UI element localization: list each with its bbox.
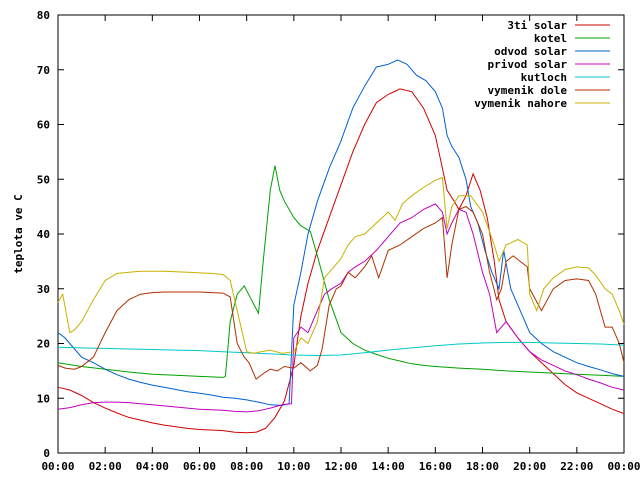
x-tick-label: 16:00 [419, 460, 452, 473]
y-tick-label: 50 [37, 173, 50, 186]
x-tick-label: 02:00 [89, 460, 122, 473]
x-tick-label: 08:00 [230, 460, 263, 473]
y-tick-label: 20 [37, 338, 50, 351]
y-tick-label: 70 [37, 64, 50, 77]
y-tick-label: 40 [37, 228, 50, 241]
x-tick-label: 10:00 [277, 460, 310, 473]
legend-label: kotel [534, 32, 567, 45]
x-tick-label: 22:00 [560, 460, 593, 473]
x-tick-label: 06:00 [183, 460, 216, 473]
y-axis-label: teplota ve C [12, 194, 25, 273]
y-tick-label: 30 [37, 283, 50, 296]
x-tick-label: 14:00 [372, 460, 405, 473]
x-axis-ticks: 00:00 02:00 04:00 06:00 08:00 10:00 12:00 14:00… [41, 15, 640, 473]
series-line-6 [57, 176, 625, 354]
legend-label: odvod solar [494, 45, 567, 58]
legend-label: vymenik nahore [474, 97, 567, 110]
legend-label: privod solar [488, 58, 568, 71]
legend-label: kutloch [521, 71, 567, 84]
y-tick-label: 0 [43, 447, 50, 460]
series-line-4 [57, 341, 625, 357]
series-lines [57, 59, 625, 434]
series-line-3 [57, 203, 625, 413]
y-tick-label: 10 [37, 392, 50, 405]
y-tick-label: 80 [37, 9, 50, 22]
x-tick-label: 20:00 [513, 460, 546, 473]
x-tick-label: 12:00 [324, 460, 357, 473]
legend-label: vymenik dole [488, 84, 568, 97]
series-line-5 [57, 206, 625, 380]
series-line-1 [57, 165, 625, 378]
y-tick-label: 60 [37, 119, 50, 132]
x-tick-label: 00:00 [607, 460, 640, 473]
legend-label: 3ti solar [507, 19, 567, 32]
x-tick-label: 00:00 [41, 460, 74, 473]
x-tick-label: 18:00 [466, 460, 499, 473]
y-axis-ticks: 0 10 20 30 40 50 60 70 80 [37, 9, 624, 460]
series-line-2 [57, 59, 625, 406]
x-tick-label: 04:00 [136, 460, 169, 473]
